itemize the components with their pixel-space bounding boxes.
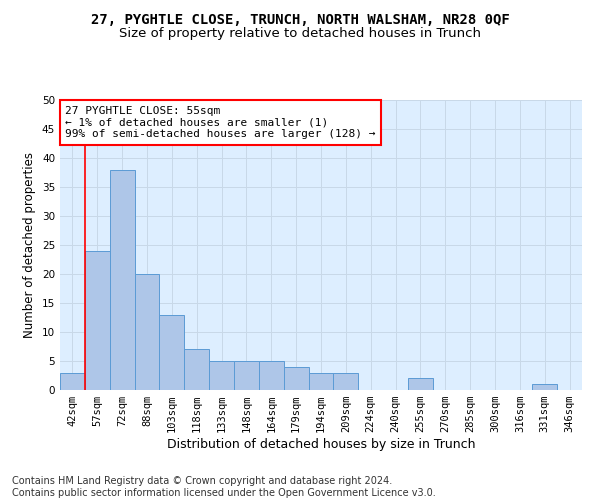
Y-axis label: Number of detached properties: Number of detached properties (23, 152, 37, 338)
Bar (234, 361, 259, 390)
Bar (532, 384, 557, 390)
Text: 27 PYGHTLE CLOSE: 55sqm
← 1% of detached houses are smaller (1)
99% of semi-deta: 27 PYGHTLE CLOSE: 55sqm ← 1% of detached… (65, 106, 376, 139)
Bar (184, 350, 209, 390)
Text: Size of property relative to detached houses in Trunch: Size of property relative to detached ho… (119, 28, 481, 40)
X-axis label: Distribution of detached houses by size in Trunch: Distribution of detached houses by size … (167, 438, 475, 451)
Bar (209, 361, 234, 390)
Bar (308, 372, 334, 390)
Bar (284, 367, 308, 390)
Text: 27, PYGHTLE CLOSE, TRUNCH, NORTH WALSHAM, NR28 0QF: 27, PYGHTLE CLOSE, TRUNCH, NORTH WALSHAM… (91, 12, 509, 26)
Text: Contains HM Land Registry data © Crown copyright and database right 2024.
Contai: Contains HM Land Registry data © Crown c… (12, 476, 436, 498)
Bar (334, 372, 358, 390)
Bar (85, 251, 110, 390)
Bar (134, 274, 160, 390)
Bar (259, 361, 284, 390)
Bar (110, 170, 134, 390)
Bar (60, 372, 85, 390)
Bar (160, 314, 184, 390)
Bar (408, 378, 433, 390)
